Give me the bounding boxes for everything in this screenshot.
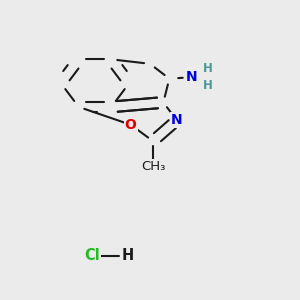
Text: H: H (122, 248, 134, 263)
Text: H: H (203, 62, 213, 75)
Text: H: H (203, 79, 213, 92)
Text: Cl: Cl (84, 248, 100, 263)
Text: CH₃: CH₃ (141, 160, 165, 173)
Text: N: N (171, 113, 183, 127)
Text: N: N (186, 70, 197, 84)
Text: O: O (125, 118, 136, 132)
